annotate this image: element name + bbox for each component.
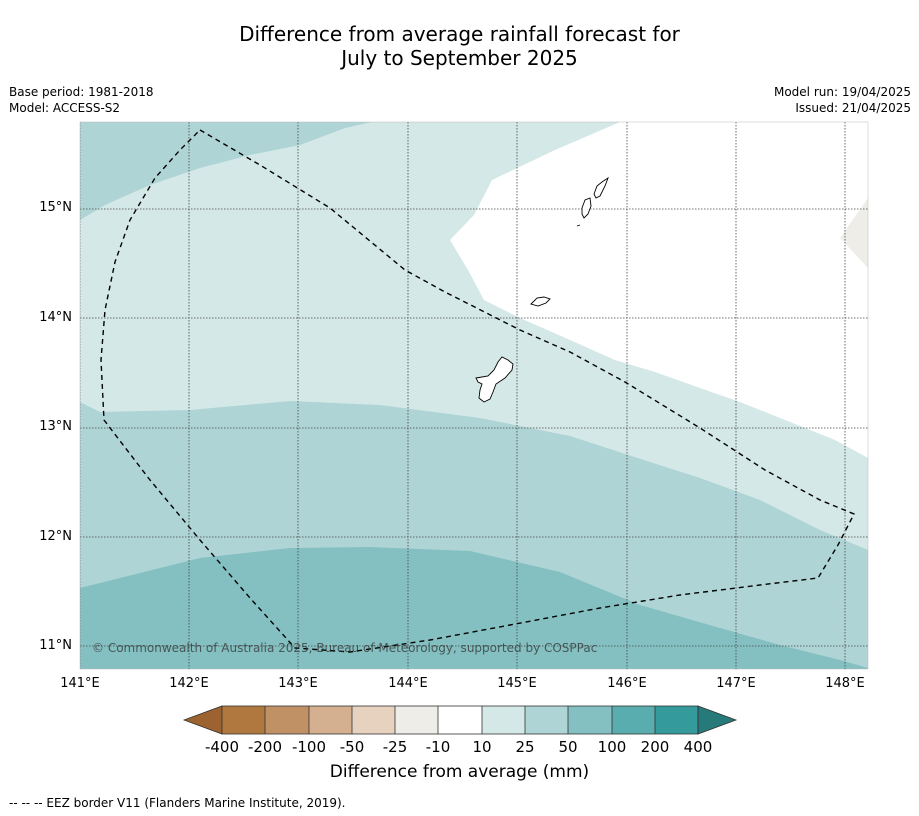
- model-run: Model run: 19/04/2025: [773, 85, 911, 99]
- cb-bin-4: [352, 706, 395, 734]
- cb-label-m10: -10: [425, 738, 451, 756]
- cb-label-25: 25: [515, 738, 535, 756]
- model-name: Model: ACCESS-S2: [9, 101, 121, 115]
- colorbar-title: Difference from average (mm): [329, 762, 590, 782]
- title-line-1: Difference from average rainfall forecas…: [239, 22, 680, 46]
- cb-bin-1: [222, 706, 265, 734]
- band-50-100: [80, 547, 868, 669]
- cb-bin-2: [265, 706, 309, 734]
- copyright-notice: © Commonwealth of Australia 2025, Bureau…: [92, 641, 598, 655]
- graticule: [80, 122, 868, 669]
- eez-border: [100, 129, 855, 653]
- cb-bin-7: [482, 706, 525, 734]
- lat-label-13n: 13°N: [39, 419, 72, 434]
- meta-left: Base period: 1981-2018 Model: ACCESS-S2: [9, 84, 154, 116]
- map-frame: [79, 121, 869, 670]
- lat-label-15n: 15°N: [39, 200, 72, 215]
- cb-bin-10: [612, 706, 655, 734]
- lon-label-148e: 148°E: [825, 676, 865, 691]
- band-slightly-below: [840, 198, 868, 268]
- island-tinian: [581, 197, 592, 219]
- cb-bin-9: [568, 706, 612, 734]
- cb-label-400: 400: [683, 738, 713, 756]
- map-title: Difference from average rainfall forecas…: [0, 22, 919, 70]
- lon-label-145e: 145°E: [497, 676, 537, 691]
- island-rota: [530, 296, 551, 307]
- lat-label-11n: 11°N: [39, 638, 72, 653]
- cb-label-m25: -25: [382, 738, 408, 756]
- cb-label-m400: -400: [204, 738, 240, 756]
- islands: [475, 176, 609, 403]
- cb-label-200: 200: [640, 738, 670, 756]
- cb-bin-5: [395, 706, 438, 734]
- colorbar-frame: [221, 705, 699, 735]
- map-area: [80, 122, 868, 669]
- lon-label-144e: 144°E: [388, 676, 428, 691]
- colorbar-under-arrow: [182, 705, 223, 735]
- colorbar: [182, 705, 738, 735]
- lat-label-12n: 12°N: [39, 529, 72, 544]
- cb-label-50: 50: [558, 738, 578, 756]
- cb-label-100: 100: [597, 738, 627, 756]
- cb-bin-3: [309, 706, 352, 734]
- lon-label-146e: 146°E: [607, 676, 647, 691]
- cb-bin-6: [438, 706, 482, 734]
- island-saipan: [593, 176, 609, 199]
- lon-label-141e: 141°E: [60, 676, 100, 691]
- cb-bin-11: [655, 706, 698, 734]
- lon-label-142e: 142°E: [169, 676, 209, 691]
- cb-bin-8: [525, 706, 568, 734]
- cb-label-m200: -200: [247, 738, 283, 756]
- base-period: Base period: 1981-2018: [9, 85, 154, 99]
- lon-label-147e: 147°E: [716, 676, 756, 691]
- island-guam: [475, 356, 514, 403]
- lon-label-143e: 143°E: [278, 676, 318, 691]
- issued-date: Issued: 21/04/2025: [795, 101, 911, 115]
- colorbar-dividers: [264, 706, 656, 734]
- cb-label-m50: -50: [339, 738, 365, 756]
- island-aguijan: [576, 224, 581, 227]
- lat-label-14n: 14°N: [39, 310, 72, 325]
- colorbar-over-arrow: [697, 705, 738, 735]
- meta-right: Model run: 19/04/2025 Issued: 21/04/2025: [774, 84, 911, 116]
- cb-label-m100: -100: [291, 738, 327, 756]
- band-neutral: [450, 122, 868, 458]
- eez-footnote: -- -- -- EEZ border V11 (Flanders Marine…: [9, 796, 346, 810]
- title-line-2: July to September 2025: [341, 46, 578, 70]
- cb-label-10: 10: [472, 738, 492, 756]
